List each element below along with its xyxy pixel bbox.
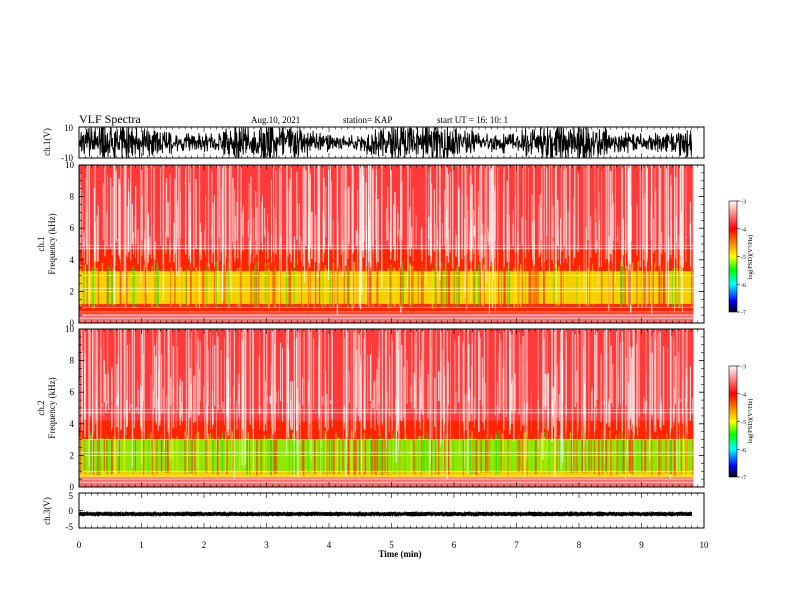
colorbar-tick-label: -3 — [741, 365, 746, 371]
spectrogram-band-1 — [79, 304, 694, 314]
ch1-waveform-line — [79, 127, 692, 158]
colorbar-ch1-ticks: -3 -4 -5 -6 -7 — [737, 200, 746, 317]
time-ticks: 0 1 2 3 4 5 6 7 8 9 10 — [77, 127, 709, 550]
colorbar-tick-label: -4 — [741, 227, 746, 233]
colorbar-ch2-scale — [728, 365, 738, 478]
x-tick-label: 4 — [327, 540, 332, 550]
x-tick-label: 2 — [202, 540, 207, 550]
x-tick-label: 5 — [389, 540, 394, 550]
x-tick-label: 10 — [700, 540, 710, 550]
ch3-ylabel: ch.3(V) — [42, 497, 52, 525]
ch3-waveform-line — [79, 511, 692, 517]
x-tick-label: 3 — [264, 540, 269, 550]
ch2-freq-tick-label: 10 — [65, 324, 75, 334]
colorbar-tick-label: -7 — [741, 311, 746, 317]
colorbar-ch1-scale — [728, 200, 738, 313]
colorbar-tick-label: -3 — [741, 200, 746, 206]
ch1-waveform-trace — [79, 127, 692, 158]
x-tick-label: 7 — [514, 540, 519, 550]
colorbar-tick-label: -6 — [741, 283, 746, 289]
x-tick-label: 8 — [577, 540, 582, 550]
panel-ch1-spectrogram: 0 2 4 6 8 10 ch.1 Frequency (kHz) — [36, 160, 705, 328]
ch2-freq-tick-label: 0 — [70, 482, 75, 492]
colorbar-tick-label: -4 — [741, 392, 746, 398]
ch2-spectrogram-image — [79, 329, 694, 487]
colorbar-ch1-label: log(PSD)(V²/Hz) — [747, 235, 754, 280]
header-start-time: start UT = 16: 10: 1 — [437, 115, 508, 125]
colorbar-tick-label: -6 — [741, 448, 746, 454]
header-date: Aug.10, 2021 — [251, 115, 300, 125]
colorbar-tick-label: -7 — [741, 476, 746, 482]
ch3-ytick-bottom: -5 — [66, 522, 74, 532]
ch1-freq-tick-label: 8 — [70, 192, 75, 202]
panel-ch3-frame — [78, 492, 705, 529]
ch2-freq-tick-label: 2 — [70, 450, 75, 460]
ch2-freq-tick-label: 6 — [70, 387, 75, 397]
ch2-spec-ylabel: Frequency (kHz) — [47, 377, 57, 438]
ch1-spec-ylabel-channel: ch.1 — [36, 236, 46, 251]
ch3-waveform-trace — [79, 511, 692, 517]
spectrogram-band-1 — [79, 471, 694, 478]
colorbar-ch1: -3 -4 -5 -6 -7 log(PSD)(V²/Hz) — [728, 200, 754, 317]
ch1-freq-tick-label: 6 — [70, 223, 75, 233]
colorbar-ch2: -3 -4 -5 -6 -7 log(PSD)(V²/Hz) — [728, 365, 754, 482]
colorbar-tick-label: -5 — [741, 255, 746, 261]
ch2-freq-ticks: 0 2 4 6 8 10 — [65, 324, 704, 492]
x-axis-label: Time (min) — [378, 549, 421, 559]
ch1-ytick-bottom: -10 — [61, 153, 73, 163]
ch3-ytick-top: 5 — [69, 491, 74, 501]
colorbar-ch2-label: log(PSD)(V²/Hz) — [747, 399, 754, 444]
panel-ch2-spectrogram: 0 2 4 6 8 10 ch.2 Frequency (kHz) — [36, 324, 705, 492]
ch1-freq-tick-label: 0 — [70, 318, 75, 328]
ch1-freq-ticks: 0 2 4 6 8 10 — [65, 160, 704, 328]
ch1-freq-tick-label: 4 — [70, 255, 75, 265]
colorbar-ch2-ticks: -3 -4 -5 -6 -7 — [737, 365, 746, 482]
x-tick-label: 1 — [139, 540, 144, 550]
figure-title: VLF Spectra — [79, 112, 141, 126]
ch1-freq-tick-label: 10 — [65, 160, 75, 170]
ch2-freq-tick-label: 8 — [70, 356, 75, 366]
x-tick-label: 9 — [639, 540, 644, 550]
header-station: station= KAP — [343, 115, 392, 125]
ch1-freq-tick-label: 2 — [70, 286, 75, 296]
ch1-ytick-top: 10 — [64, 123, 74, 133]
ch2-spec-ylabel-channel: ch.2 — [36, 400, 46, 415]
x-tick-label: 6 — [452, 540, 457, 550]
colorbar-tick-label: -5 — [741, 420, 746, 426]
ch1-spec-ylabel: Frequency (kHz) — [47, 213, 57, 274]
ch1-spectrogram-image — [79, 165, 694, 323]
ch2-freq-tick-label: 4 — [70, 419, 75, 429]
ch3-ytick-mid: 0 — [69, 506, 74, 516]
x-tick-label: 0 — [77, 540, 82, 550]
ch1-ylabel: ch.1(V) — [42, 128, 52, 156]
